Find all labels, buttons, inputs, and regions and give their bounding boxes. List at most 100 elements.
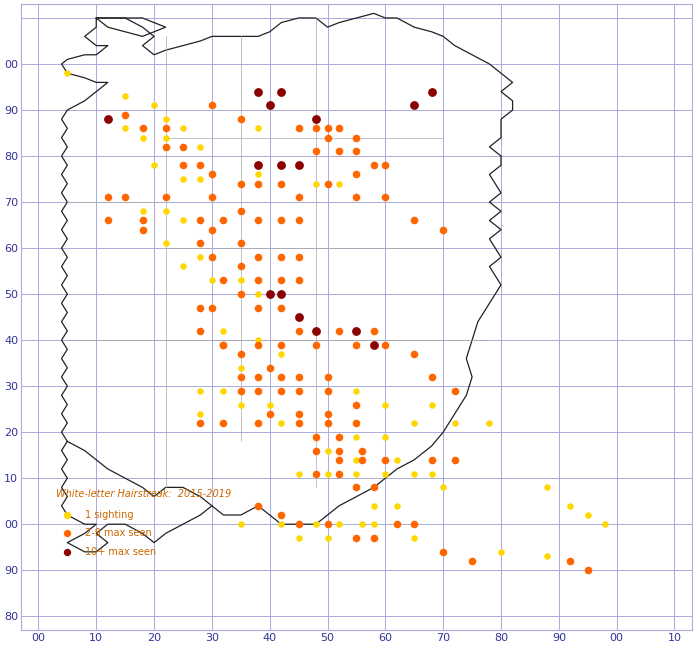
Point — [438, 482, 449, 492]
Point — [351, 455, 362, 465]
Point — [426, 455, 437, 465]
Point — [253, 275, 264, 285]
Point — [438, 547, 449, 557]
Point — [351, 340, 362, 350]
Point — [351, 386, 362, 396]
Point — [235, 261, 246, 272]
Point — [565, 556, 576, 566]
Point — [293, 418, 304, 428]
Point — [62, 510, 73, 520]
Point — [438, 225, 449, 235]
Point — [310, 519, 322, 529]
Point — [368, 340, 379, 350]
Point — [351, 482, 362, 492]
Point — [351, 468, 362, 479]
Point — [177, 215, 189, 226]
Point — [276, 418, 287, 428]
Point — [235, 349, 246, 359]
Point — [206, 225, 217, 235]
Point — [293, 312, 304, 322]
Point — [276, 303, 287, 313]
Point — [449, 386, 460, 396]
Point — [368, 533, 379, 543]
Point — [160, 133, 171, 143]
Point — [206, 192, 217, 203]
Point — [253, 303, 264, 313]
Point — [276, 87, 287, 97]
Point — [177, 261, 189, 272]
Point — [333, 445, 345, 455]
Point — [293, 408, 304, 419]
Point — [195, 325, 206, 336]
Point — [137, 225, 148, 235]
Point — [276, 275, 287, 285]
Point — [137, 225, 148, 235]
Point — [310, 123, 322, 133]
Point — [322, 123, 333, 133]
Point — [565, 501, 576, 511]
Point — [322, 372, 333, 382]
Point — [351, 432, 362, 442]
Point — [218, 340, 229, 350]
Point — [380, 432, 391, 442]
Point — [276, 510, 287, 520]
Point — [235, 275, 246, 285]
Point — [195, 408, 206, 419]
Point — [582, 565, 593, 575]
Point — [253, 418, 264, 428]
Point — [235, 362, 246, 373]
Point — [276, 289, 287, 300]
Point — [137, 206, 148, 217]
Point — [253, 340, 264, 350]
Point — [356, 445, 367, 455]
Point — [218, 418, 229, 428]
Point — [264, 289, 276, 300]
Point — [177, 160, 189, 170]
Point — [62, 547, 73, 557]
Point — [235, 206, 246, 217]
Point — [293, 519, 304, 529]
Point — [160, 142, 171, 152]
Point — [333, 432, 345, 442]
Point — [409, 418, 420, 428]
Point — [391, 519, 402, 529]
Point — [409, 349, 420, 359]
Point — [253, 418, 264, 428]
Point — [253, 179, 264, 189]
Point — [253, 170, 264, 180]
Point — [102, 215, 113, 226]
Point — [310, 146, 322, 157]
Point — [253, 215, 264, 226]
Point — [333, 325, 345, 336]
Point — [137, 133, 148, 143]
Point — [426, 372, 437, 382]
Point — [195, 303, 206, 313]
Point — [195, 174, 206, 184]
Point — [322, 408, 333, 419]
Point — [322, 418, 333, 428]
Point — [177, 174, 189, 184]
Point — [310, 325, 322, 336]
Point — [276, 160, 287, 170]
Point — [195, 238, 206, 248]
Point — [409, 215, 420, 226]
Point — [391, 501, 402, 511]
Point — [160, 142, 171, 152]
Point — [137, 123, 148, 133]
Point — [293, 252, 304, 263]
Point — [582, 510, 593, 520]
Text: White-letter Hairstreak:  2015-2019: White-letter Hairstreak: 2015-2019 — [56, 488, 231, 499]
Point — [333, 455, 345, 465]
Point — [322, 468, 333, 479]
Point — [449, 418, 460, 428]
Point — [368, 325, 379, 336]
Point — [351, 325, 362, 336]
Point — [351, 170, 362, 180]
Point — [276, 252, 287, 263]
Point — [276, 519, 287, 529]
Point — [264, 399, 276, 410]
Point — [333, 519, 345, 529]
Point — [195, 252, 206, 263]
Point — [253, 252, 264, 263]
Point — [322, 179, 333, 189]
